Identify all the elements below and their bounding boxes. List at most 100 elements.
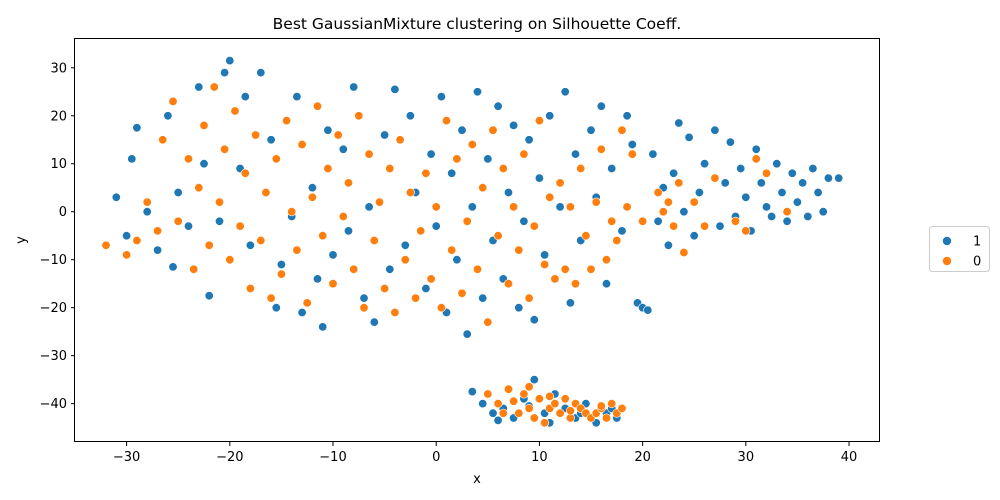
scatter-point-series-0 [601,413,611,423]
scatter-point-series-1 [741,192,751,202]
x-tick-label: −10 [319,450,346,465]
scatter-point-series-0 [607,399,617,409]
scatter-point-series-0 [514,408,524,418]
scatter-point-series-1 [524,135,534,145]
scatter-point-series-1 [421,283,431,293]
scatter-point-series-1 [643,305,653,315]
scatter-point-series-0 [457,288,467,298]
scatter-point-series-0 [524,382,534,392]
scatter-point-series-1 [798,178,808,188]
scatter-point-series-1 [292,92,302,102]
scatter-point-series-0 [601,255,611,265]
scatter-point-series-0 [380,283,390,293]
scatter-point-series-0 [287,207,297,217]
scatter-point-series-1 [596,101,606,111]
scatter-point-series-0 [101,240,111,250]
scatter-point-series-1 [720,178,730,188]
scatter-point-series-1 [545,111,555,121]
scatter-point-series-1 [168,262,178,272]
scatter-point-series-1 [343,226,353,236]
scatter-point-series-0 [173,216,183,226]
scatter-point-series-1 [240,92,250,102]
scatter-point-series-1 [529,375,539,385]
scatter-point-series-1 [767,212,777,222]
scatter-point-series-1 [710,125,720,135]
scatter-point-series-0 [364,149,374,159]
scatter-point-series-0 [400,255,410,265]
scatter-point-series-0 [318,231,328,241]
scatter-point-series-0 [153,226,163,236]
scatter-point-series-0 [251,130,261,140]
scatter-point-series-0 [524,403,534,413]
scatter-point-series-1 [648,149,658,159]
scatter-point-series-1 [534,173,544,183]
scatter-point-series-0 [374,197,384,207]
scatter-point-series-0 [302,298,312,308]
scatter-point-series-0 [426,274,436,284]
scatter-point-series-1 [808,164,818,174]
x-axis-label: x [473,472,481,487]
scatter-point-series-0 [581,231,591,241]
scatter-point-series-1 [627,140,637,150]
scatter-point-series-0 [276,269,286,279]
scatter-point-series-1 [328,250,338,260]
scatter-point-series-1 [204,291,214,301]
scatter-point-series-0 [627,149,637,159]
scatter-point-series-0 [751,154,761,164]
scatter-point-series-1 [674,118,684,128]
scatter-point-series-0 [189,264,199,274]
scatter-point-series-0 [462,216,472,226]
scatter-point-series-0 [576,164,586,174]
scatter-point-series-0 [519,149,529,159]
scatter-point-series-0 [638,216,648,226]
x-tick-label: −30 [113,450,140,465]
scatter-point-series-0 [215,197,225,207]
scatter-point-series-0 [741,226,751,236]
scatter-point-series-1 [684,132,694,142]
scatter-point-series-1 [276,259,286,269]
legend-marker-1 [942,236,952,246]
scatter-point-series-0 [730,216,740,226]
scatter-point-series-0 [565,406,575,416]
plot-frame [74,38,880,442]
scatter-point-series-0 [498,164,508,174]
x-tick-label: −20 [216,450,243,465]
scatter-point-series-0 [545,391,555,401]
scatter-point-series-1 [436,92,446,102]
scatter-point-series-1 [514,303,524,313]
scatter-point-series-0 [447,245,457,255]
scatter-point-series-0 [689,197,699,207]
scatter-point-series-1 [622,111,632,121]
scatter-point-series-0 [297,140,307,150]
y-axis-label: y [14,236,29,244]
scatter-point-series-1 [663,240,673,250]
scatter-point-series-1 [700,159,710,169]
scatter-point-series-1 [359,293,369,303]
scatter-point-series-1 [792,197,802,207]
scatter-point-series-1 [142,207,152,217]
y-tick-label: −30 [40,349,67,364]
scatter-point-series-0 [467,140,477,150]
scatter-point-series-1 [813,188,823,198]
scatter-point-series-0 [312,101,322,111]
y-tick-label: 10 [50,157,67,172]
y-tick-label: 0 [59,205,67,220]
scatter-point-series-0 [261,188,271,198]
scatter-point-series-1 [462,329,472,339]
scatter-point-series-1 [803,212,813,222]
scatter-point-series-0 [441,116,451,126]
scatter-point-series-1 [834,173,844,183]
scatter-point-series-0 [550,274,560,284]
scatter-point-series-0 [534,116,544,126]
scatter-point-series-1 [540,250,550,260]
scatter-point-series-0 [122,250,132,260]
scatter-point-series-1 [823,173,833,183]
scatter-point-series-1 [369,317,379,327]
scatter-point-series-0 [328,279,338,289]
scatter-point-series-0 [607,216,617,226]
scatter-point-series-0 [369,236,379,246]
scatter-point-series-1 [715,221,725,231]
scatter-point-series-0 [478,183,488,193]
scatter-point-series-1 [215,216,225,226]
scatter-point-series-0 [436,303,446,313]
